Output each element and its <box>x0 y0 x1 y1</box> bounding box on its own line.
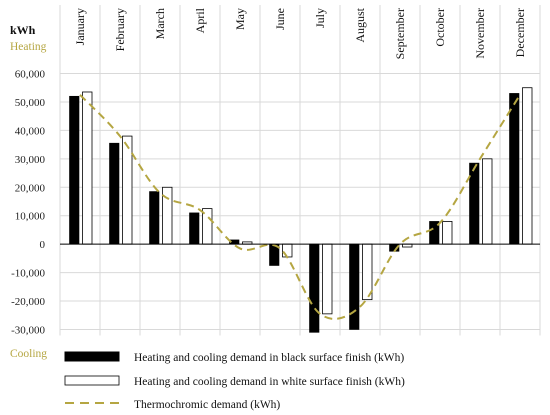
bar-white-december <box>522 87 533 245</box>
bar-black-february <box>109 142 120 245</box>
legend-label-black: Heating and cooling demand in black surf… <box>134 352 404 364</box>
month-label-august: August <box>353 7 367 42</box>
month-label-january: January <box>73 8 87 45</box>
cooling-annotation: Cooling <box>10 348 47 360</box>
bar-black-november <box>469 162 480 245</box>
bar-black-july <box>309 243 320 333</box>
y-tick-label: 20,000 <box>15 182 46 194</box>
bars <box>69 87 533 333</box>
legend-swatch-white <box>64 375 120 386</box>
y-tick-label: -10,000 <box>11 268 45 280</box>
month-label-november: November <box>473 8 487 59</box>
month-label-december: December <box>513 8 527 57</box>
legend-label-white: Heating and cooling demand in white surf… <box>134 376 405 388</box>
bar-white-july <box>322 243 333 315</box>
y-tick-label: 50,000 <box>15 97 46 109</box>
legend-swatch-black <box>64 351 120 362</box>
bar-black-april <box>189 212 200 245</box>
bar-black-march <box>149 191 160 245</box>
y-tick-label: -20,000 <box>11 296 45 308</box>
month-label-april: April <box>193 7 207 33</box>
thermochromic-demand-line <box>79 94 521 320</box>
month-label-march: March <box>153 8 167 39</box>
month-label-may: May <box>233 8 247 30</box>
month-label-july: July <box>313 8 327 28</box>
legend-label-thermochromic: Thermochromic demand (kWh) <box>134 399 280 411</box>
y-tick-label: 40,000 <box>15 125 46 137</box>
y-axis-ticks: -30,000 -20,000 -10,000 0 10,000 20,000 30,000… <box>11 69 45 337</box>
month-label-september: September <box>393 8 407 59</box>
y-tick-label: -30,000 <box>11 325 45 337</box>
grid-lines <box>59 5 541 336</box>
bar-white-october <box>442 221 453 245</box>
heating-annotation: Heating <box>10 41 47 53</box>
bar-white-february <box>122 135 133 245</box>
month-label-october: October <box>433 8 447 47</box>
month-label-february: February <box>113 8 127 51</box>
y-tick-label: 10,000 <box>15 211 46 223</box>
y-tick-label: 0 <box>40 239 46 251</box>
bar-black-august <box>349 243 360 330</box>
legend: Heating and cooling demand in black surf… <box>64 351 405 411</box>
bar-black-december <box>509 93 520 245</box>
thermochromic-line <box>79 94 521 320</box>
bar-black-january <box>69 95 80 245</box>
bar-white-january <box>82 91 93 245</box>
bar-white-november <box>482 158 493 245</box>
y-tick-label: 30,000 <box>15 154 46 166</box>
y-tick-label: 60,000 <box>15 69 46 81</box>
month-labels: January February March April May June July Augu… <box>73 7 527 59</box>
y-unit-label: kWh <box>10 23 36 37</box>
month-label-june: June <box>273 8 287 30</box>
bar-white-june <box>282 243 293 258</box>
